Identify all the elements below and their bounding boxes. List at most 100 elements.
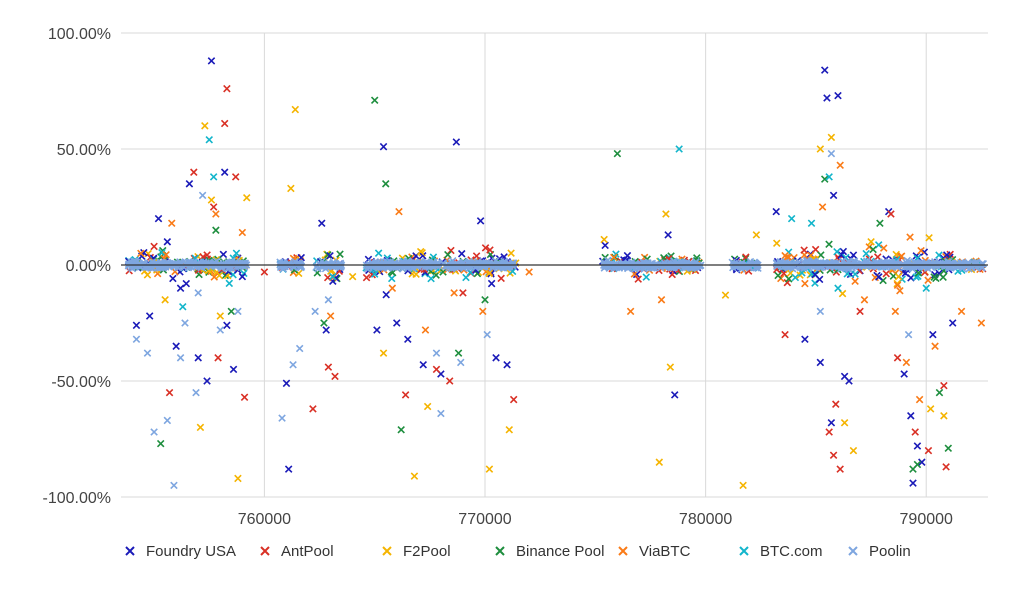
point-f-pool [600, 235, 608, 244]
band-point-viabtc [906, 233, 914, 241]
band-point-viabtc [865, 243, 873, 251]
legend-item[interactable]: F2Pool [382, 543, 451, 560]
point-f-pool [827, 133, 836, 142]
point-viabtc [395, 207, 403, 216]
band-point-foundry-usa [601, 241, 609, 250]
legend-item[interactable]: AntPool [260, 543, 334, 560]
point-foundry-usa [929, 330, 937, 339]
band-point-poolin [848, 264, 856, 272]
band-point-binance-pool [324, 251, 332, 259]
point-f-pool [287, 184, 295, 193]
point-antpool [825, 428, 833, 436]
point-f-pool [207, 196, 216, 204]
point-poolin [170, 481, 178, 490]
point-foundry-usa [827, 418, 836, 427]
point-antpool [924, 446, 933, 455]
point-poolin [289, 360, 297, 369]
band-point-poolin [774, 262, 782, 270]
band-point-antpool [472, 252, 481, 260]
band-point-poolin [605, 260, 614, 269]
point-f-pool [242, 193, 251, 202]
point-viabtc [626, 307, 635, 316]
point-foundry-usa [907, 412, 915, 420]
point-antpool [459, 289, 467, 297]
legend-item[interactable]: Binance Pool [495, 543, 604, 560]
point-antpool [324, 363, 333, 371]
point-f-pool [348, 272, 357, 281]
band-point-btc-com [387, 274, 396, 283]
band-point-viabtc [210, 273, 219, 281]
point-foundry-usa [909, 479, 917, 487]
point-foundry-usa [132, 321, 141, 330]
point-foundry-usa [163, 238, 172, 246]
point-viabtc [326, 312, 335, 320]
point-foundry-usa [918, 458, 926, 466]
point-f-pool [234, 474, 242, 483]
legend-item[interactable]: ViaBTC [618, 543, 691, 560]
band-point-btc-com [862, 249, 870, 258]
point-antpool [165, 388, 174, 397]
point-antpool [893, 354, 902, 362]
point-antpool [781, 330, 789, 339]
point-poolin [176, 354, 185, 362]
band-point-btc-com [374, 249, 383, 257]
point-antpool [214, 354, 222, 362]
y-tick-label: 0.00% [66, 258, 111, 275]
point-poolin [163, 416, 172, 425]
point-f-pool [849, 446, 858, 455]
point-f-pool [291, 105, 300, 114]
band-point-btc-com [642, 273, 651, 281]
point-viabtc [238, 228, 247, 237]
point-poolin [143, 349, 152, 357]
point-viabtc [388, 284, 397, 292]
point-f-pool [196, 423, 205, 432]
data-points [124, 57, 988, 490]
band-point-f-pool [925, 233, 933, 242]
point-f-pool [216, 312, 225, 320]
band-point-btc-com [370, 270, 379, 278]
point-antpool [940, 381, 948, 390]
band-point-binance-pool [939, 273, 947, 281]
point-f-pool [201, 122, 209, 130]
band-point-viabtc [162, 250, 170, 259]
band-point-poolin [443, 262, 452, 270]
point-f-pool [739, 481, 747, 490]
legend-item[interactable]: Poolin [848, 543, 911, 560]
band-point-poolin [457, 260, 465, 268]
point-viabtc [212, 210, 220, 218]
point-foundry-usa [820, 66, 829, 74]
point-antpool [942, 463, 950, 471]
band-point-viabtc [879, 244, 888, 252]
band-point-poolin [870, 262, 879, 270]
point-poolin [432, 349, 441, 357]
band-point-poolin [670, 257, 678, 265]
point-antpool [190, 168, 198, 176]
point-foundry-usa [913, 442, 922, 450]
point-btc-com [209, 173, 218, 181]
band-point-poolin [781, 260, 789, 269]
band-point-poolin [404, 258, 413, 266]
point-viabtc [818, 203, 827, 211]
point-viabtc [167, 219, 176, 228]
point-binance-pool [454, 349, 463, 357]
point-poolin [904, 330, 913, 339]
band-point-btc-com [791, 273, 800, 282]
legend-item[interactable]: BTC.com [739, 543, 823, 560]
point-binance-pool [613, 149, 622, 158]
point-binance-pool [397, 425, 405, 434]
point-btc-com [834, 284, 842, 292]
band-point-poolin [284, 262, 293, 270]
band-point-viabtc [917, 246, 925, 255]
point-btc-com [675, 145, 683, 153]
band-point-antpool [497, 274, 505, 283]
legend-item[interactable]: Foundry USA [125, 543, 236, 560]
point-btc-com [807, 219, 816, 228]
point-poolin [150, 428, 158, 436]
band-point-f-pool [772, 239, 781, 247]
point-f-pool [940, 412, 948, 420]
band-point-binance-pool [439, 268, 447, 276]
point-antpool [309, 405, 317, 413]
point-foundry-usa [145, 312, 154, 320]
band-point-poolin [313, 261, 322, 270]
